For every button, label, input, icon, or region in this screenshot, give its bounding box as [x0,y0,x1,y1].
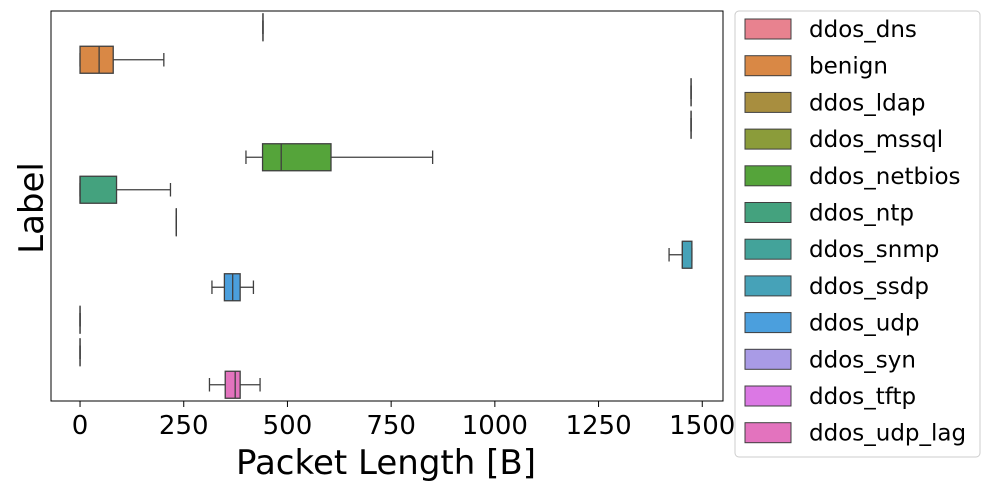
legend-item-ddos_tftp: ddos_tftp [744,384,916,410]
box-ddos_netbios [245,143,434,172]
legend-label: ddos_tftp [809,384,916,410]
legend-label: ddos_ldap [809,90,925,116]
x-axis: 0 250 500 750 1000 1250 1500 [72,401,735,441]
legend-label: ddos_dns [809,17,917,43]
legend-label: ddos_netbios [809,164,961,190]
legend-item-ddos_snmp: ddos_snmp [744,237,939,263]
legend-label: ddos_ssdp [809,274,929,300]
legend-swatch [744,202,792,223]
box-body [79,175,118,204]
box-ddos_ssdp [668,240,693,269]
legend-swatch [744,275,792,297]
legend-label: ddos_udp_lag [809,421,966,447]
y-axis-label: Label [12,162,52,254]
legend-item-ddos_udp: ddos_udp [744,311,920,337]
x-tick-label: 1000 [462,411,528,441]
legend-item-ddos_ssdp: ddos_ssdp [744,274,929,300]
legend-label: ddos_mssql [809,127,943,153]
legend-item-ddos_syn: ddos_syn [744,347,916,373]
legend-swatch [744,165,792,187]
legend-label: ddos_udp [809,311,920,337]
legend-swatch [744,238,792,260]
box-ddos_udp [211,273,255,302]
legend-item-ddos_netbios: ddos_netbios [744,164,961,190]
legend-label: ddos_snmp [809,237,939,263]
plot-frame [50,10,724,402]
box-body [681,240,693,269]
legend-swatch [744,422,792,444]
legend-label: benign [809,54,888,80]
legend-swatch [744,18,792,40]
box-benign [79,45,165,74]
legend-item-ddos_udp_lag: ddos_udp_lag [744,421,966,447]
legend-label: ddos_ntp [809,201,914,227]
legend-item-benign: benign [744,54,888,80]
legend-item-ddos_mssql: ddos_mssql [744,127,943,153]
legend-swatch [744,312,792,334]
legend-item-ddos_dns: ddos_dns [744,17,917,43]
x-axis-label: Packet Length [B] [236,443,536,483]
box-ddos_ntp [79,175,172,204]
box-body [79,45,114,74]
x-tick-label: 750 [366,411,416,441]
legend-frame [734,10,981,458]
x-tick-label: 1250 [565,411,631,441]
legend-item-ddos_ldap: ddos_ldap [744,90,925,116]
legend-swatch [744,55,792,77]
x-tick-label: 1500 [669,411,735,441]
x-tick-label: 500 [263,411,313,441]
legend-swatch [744,91,792,113]
plot-area [79,13,693,399]
legend-label: ddos_syn [809,347,916,373]
legend-swatch [744,385,792,407]
box-body [261,143,332,172]
legend-item-ddos_ntp: ddos_ntp [744,201,914,227]
x-tick-label: 250 [159,411,209,441]
box-body [224,370,241,399]
box-ddos_udp_lag [208,370,261,399]
x-tick-label: 0 [72,411,89,441]
legend-swatch [744,348,792,370]
legend-swatch [744,128,792,150]
